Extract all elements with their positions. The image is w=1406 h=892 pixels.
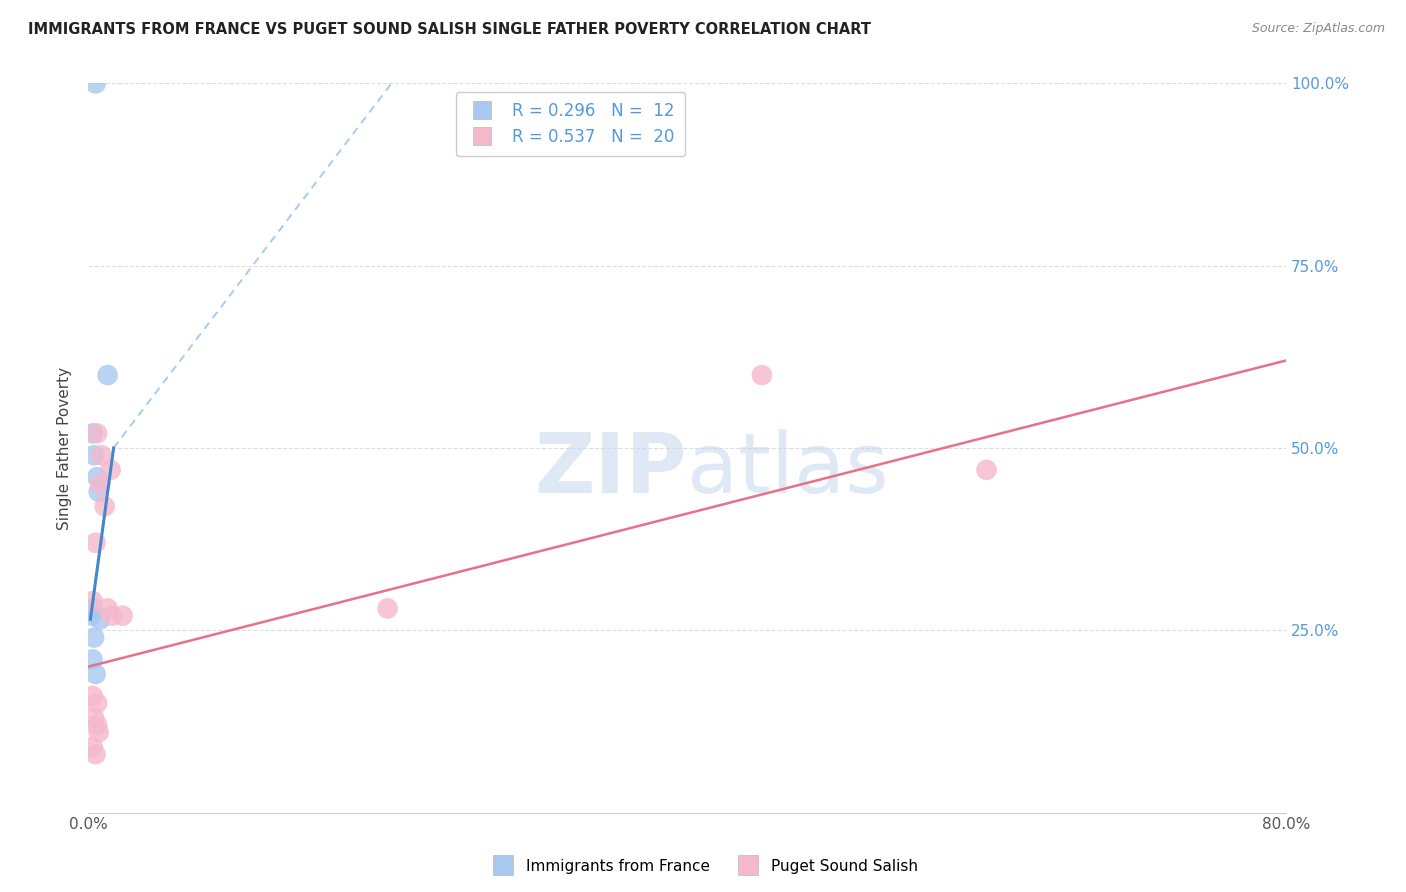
Point [86,718,108,732]
Point [84,535,107,549]
Point [82,739,104,754]
Point [101,608,124,623]
Point [111,608,134,623]
Legend: R = 0.296   N =  12, R = 0.537   N =  20: R = 0.296 N = 12, R = 0.537 N = 20 [456,92,685,156]
Point [84,77,107,91]
Point [751,368,773,382]
Text: ZIP: ZIP [534,429,688,510]
Point [83,448,105,462]
Point [84,747,107,762]
Point [377,601,399,615]
Point [976,463,998,477]
Point [82,601,104,615]
Point [89,612,111,626]
Legend: Immigrants from France, Puget Sound Salish: Immigrants from France, Puget Sound Sali… [482,853,924,880]
Point [89,477,111,491]
Point [100,463,122,477]
Point [84,667,107,681]
Point [93,500,115,514]
Point [90,448,112,462]
Point [82,594,104,608]
Point [97,601,120,615]
Point [83,711,105,725]
Point [82,426,104,441]
Text: Source: ZipAtlas.com: Source: ZipAtlas.com [1251,22,1385,36]
Point [86,696,108,710]
Y-axis label: Single Father Poverty: Single Father Poverty [58,367,72,530]
Point [82,689,104,703]
Point [83,631,105,645]
Point [97,368,120,382]
Text: IMMIGRANTS FROM FRANCE VS PUGET SOUND SALISH SINGLE FATHER POVERTY CORRELATION C: IMMIGRANTS FROM FRANCE VS PUGET SOUND SA… [28,22,872,37]
Point [86,470,108,484]
Text: atlas: atlas [688,429,889,510]
Point [82,652,104,666]
Point [87,484,110,499]
Point [87,725,110,739]
Point [80,608,103,623]
Point [86,426,108,441]
